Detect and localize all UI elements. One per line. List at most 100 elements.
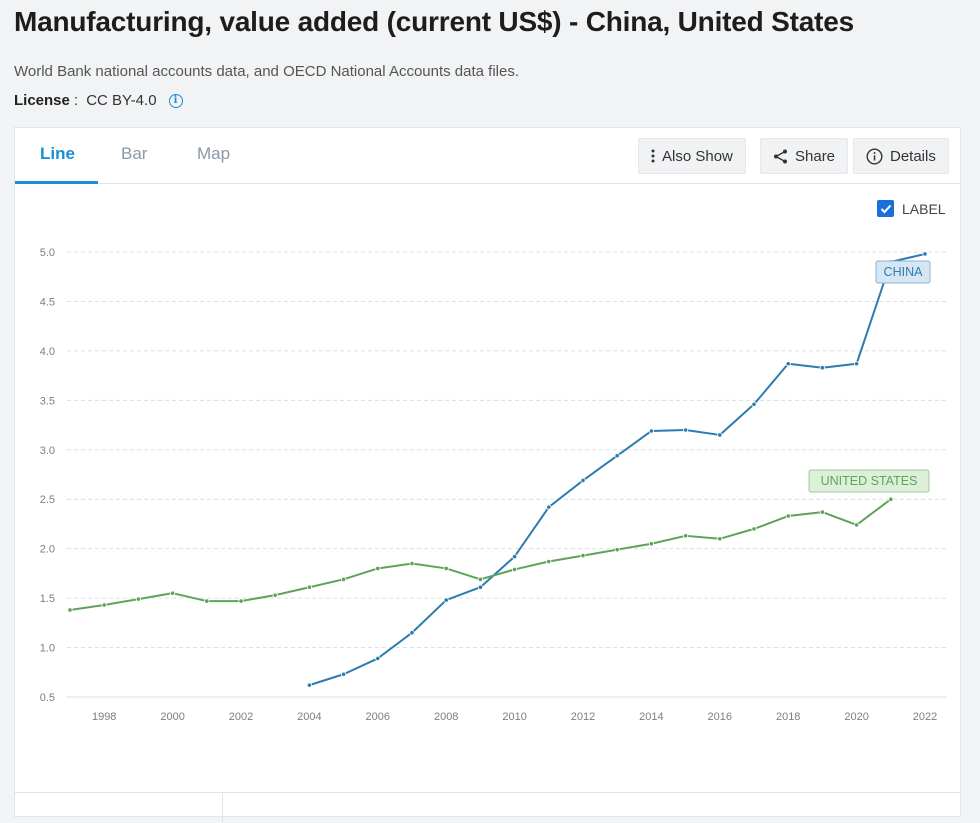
data-point[interactable] [751,401,757,407]
data-point[interactable] [443,565,449,572]
gridlines [67,251,947,698]
data-point[interactable] [819,365,826,371]
x-axis-ticks: 1998 2000 2002 2004 2006 2008 2010 2012 2014 2016… [92,711,937,723]
also-show-button[interactable]: Also Show [638,138,746,174]
data-point[interactable] [238,598,244,604]
data-point[interactable] [340,671,347,677]
data-point[interactable] [580,552,586,559]
data-point[interactable] [340,576,347,582]
data-point[interactable] [819,509,826,515]
tab-bar: Line Bar Map Also Show Share Details [15,128,960,184]
data-point[interactable] [306,584,312,590]
y-tick-label: 2.0 [40,544,55,556]
data-point[interactable] [375,655,381,662]
y-tick-label: 1.0 [40,643,55,655]
chart-card: Line Bar Map Also Show Share Details LAB… [14,127,961,823]
data-point[interactable] [204,598,210,604]
data-point[interactable] [511,553,518,560]
active-tab-indicator [15,181,98,184]
data-point[interactable] [306,682,312,688]
data-point[interactable] [409,560,415,567]
license-separator: : [73,92,83,109]
data-point[interactable] [682,427,689,433]
data-point[interactable] [853,522,860,528]
data-point[interactable] [170,590,176,596]
data-point[interactable] [717,432,723,438]
details-label: Details [890,147,936,165]
more-vertical-icon [651,149,655,163]
series-label-box [875,260,931,284]
label-toggle-text: LABEL [902,200,946,217]
data-point[interactable] [785,513,791,519]
data-point[interactable] [409,630,415,636]
x-tick-label: 2010 [502,711,526,723]
y-tick-label: 3.5 [40,395,55,407]
tab-line[interactable]: Line [40,144,75,163]
data-point[interactable] [375,565,381,572]
data-point[interactable] [443,597,449,603]
license-value[interactable]: CC BY-4.0 [86,92,157,109]
x-tick-label: 2022 [913,711,937,723]
x-tick-label: 2018 [776,711,800,723]
x-tick-label: 2000 [160,711,184,723]
page-title: Manufacturing, value added (current US$)… [14,6,854,37]
tab-bar-chart[interactable]: Bar [121,144,148,163]
data-point[interactable] [546,558,552,565]
x-tick-label: 2008 [434,711,458,723]
data-point[interactable] [511,566,518,573]
info-circle-icon [866,147,883,165]
license-line: License : CC BY-4.0 i [14,92,183,109]
y-tick-label: 4.5 [40,296,55,308]
data-point[interactable] [682,533,689,539]
data-point[interactable] [477,584,483,590]
series-labels: CHINA UNITED STATES [808,260,931,493]
y-tick-label: 5.0 [40,247,55,259]
series-lines [67,251,928,688]
data-point[interactable] [888,496,894,502]
x-tick-label: 2012 [571,711,595,723]
data-point[interactable] [546,504,552,510]
data-point[interactable] [751,526,757,532]
x-tick-label: 1998 [92,711,116,723]
data-point[interactable] [922,251,928,257]
data-point[interactable] [648,428,655,434]
data-point[interactable] [67,607,73,613]
x-tick-label: 2002 [229,711,253,723]
x-tick-label: 2016 [708,711,732,723]
data-point[interactable] [717,536,723,542]
also-show-label: Also Show [662,147,733,165]
data-point[interactable] [477,576,483,582]
data-point[interactable] [614,547,620,553]
y-axis-ticks: 0.5 1.0 1.5 2.0 2.5 3.0 3.5 4.0 4.5 5.0 [40,247,55,704]
details-button[interactable]: Details [853,138,949,174]
series-label: CHINA [884,265,924,279]
label-toggle[interactable]: LABEL [877,200,946,217]
y-tick-label: 1.5 [40,593,55,605]
y-tick-label: 0.5 [40,692,55,704]
share-icon [774,149,787,163]
info-icon[interactable]: i [168,93,183,108]
share-label: Share [795,147,836,165]
data-point[interactable] [853,361,860,367]
source-note: World Bank national accounts data, and O… [14,63,520,80]
data-point[interactable] [135,596,142,602]
license-label: License [14,92,70,109]
x-tick-label: 2020 [844,711,868,723]
y-tick-label: 2.5 [40,494,55,506]
data-point[interactable] [614,453,620,459]
x-tick-label: 2006 [366,711,390,723]
data-point[interactable] [101,602,107,608]
data-point[interactable] [272,592,278,598]
y-tick-label: 4.0 [40,346,55,358]
tab-map[interactable]: Map [197,144,231,163]
y-tick-label: 3.0 [40,445,55,457]
data-point[interactable] [648,541,655,547]
x-tick-label: 2004 [297,711,321,723]
series-line-united-states[interactable] [69,498,892,611]
share-button[interactable]: Share [760,138,849,174]
card-footer [15,792,960,823]
series-label-box [808,469,930,493]
checkbox-checked-icon[interactable] [877,200,894,217]
data-point[interactable] [785,361,791,367]
data-point[interactable] [580,477,586,484]
